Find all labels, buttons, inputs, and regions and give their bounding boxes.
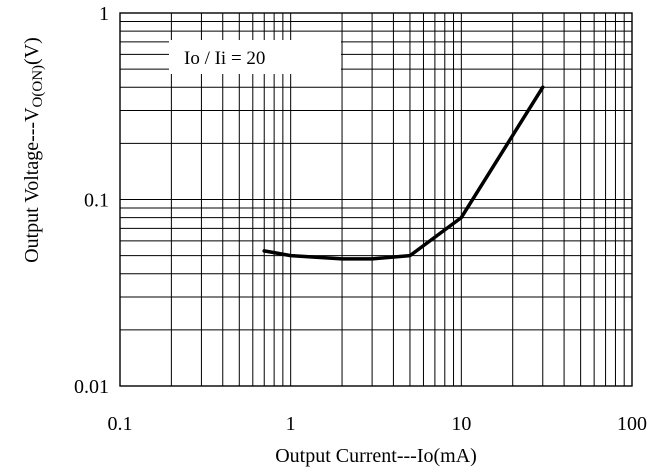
x-tick-labels: 0.1 1 10 100: [108, 413, 648, 435]
y-tick-labels: 0.01 0.1 1: [74, 3, 109, 398]
y-axis-title-subscript: O(ON): [30, 65, 46, 108]
plot-frame: [119, 12, 633, 387]
annotation: Io / Ii = 20: [169, 40, 341, 74]
series-line: [262, 85, 545, 261]
y-tick-label: 1: [99, 3, 109, 25]
y-axis-title: Output Voltage---VO(ON)(V): [21, 37, 46, 263]
annotation-text: Io / Ii = 20: [184, 48, 265, 69]
x-tick-label: 10: [451, 413, 471, 435]
y-tick-label: 0.1: [84, 190, 109, 212]
y-axis-title-main: Output Voltage---V: [21, 107, 43, 263]
grid: [120, 13, 632, 386]
y-axis-title-unit: (V): [21, 37, 43, 65]
y-tick-label: 0.01: [74, 376, 109, 398]
annotation-box: [169, 40, 341, 74]
x-tick-label: 100: [617, 413, 647, 435]
x-tick-label: 1: [286, 413, 296, 435]
x-tick-label: 0.1: [108, 413, 133, 435]
x-axis-title: Output Current---Io(mA): [275, 445, 477, 467]
